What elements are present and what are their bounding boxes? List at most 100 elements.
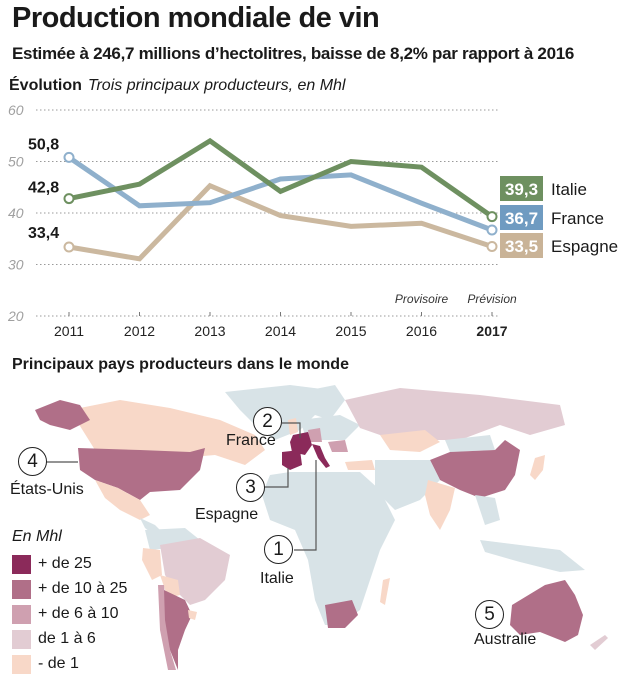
x-tick-label: 2013	[194, 323, 225, 339]
callout-line-spain	[263, 468, 289, 488]
y-tick-label: 40	[8, 205, 24, 221]
series-name-label: Espagne	[551, 237, 618, 256]
end-value-label: 33,5	[505, 237, 538, 256]
country-france	[290, 432, 312, 455]
series-name-label: Italie	[551, 180, 587, 199]
country-uk	[288, 418, 298, 435]
x-tick-label: 2012	[124, 323, 155, 339]
x-tick-label: 2014	[265, 323, 296, 339]
callout-label-spain: Espagne	[195, 506, 259, 523]
region-southeast-asia	[475, 495, 500, 525]
x-tick-label: 2015	[335, 323, 366, 339]
country-alaska	[35, 400, 90, 430]
start-value-label: 50,8	[28, 136, 59, 153]
end-marker	[486, 211, 498, 223]
region-indonesia	[480, 540, 585, 572]
start-marker	[63, 193, 75, 205]
series-name-label: France	[551, 209, 604, 228]
start-marker	[63, 241, 75, 253]
country-india	[425, 480, 455, 530]
legend-swatch	[12, 554, 31, 574]
start-marker	[63, 151, 75, 163]
legend-swatch	[12, 654, 31, 674]
region-africa	[262, 472, 395, 625]
y-tick-label: 20	[7, 308, 24, 324]
x-annotation: Provisoire	[395, 292, 449, 306]
country-japan	[530, 455, 545, 480]
map-legend: En Mhl + de 25 + de 10 à 25 + de 6 à 10 …	[12, 528, 127, 677]
callout-rank-australia: 5	[475, 600, 504, 629]
chart-heading-note: Trois principaux producteurs, en Mhl	[87, 77, 346, 94]
end-value-label: 36,7	[505, 209, 538, 228]
y-tick-label: 50	[8, 154, 24, 170]
chart-heading: Évolution Trois principaux producteurs, e…	[9, 77, 345, 95]
country-turkey	[345, 460, 375, 470]
x-tick-label: 2017	[476, 323, 507, 339]
country-russia	[345, 388, 565, 440]
country-australia	[510, 580, 583, 642]
y-tick-label: 60	[8, 102, 24, 118]
series-line-espagne	[68, 182, 493, 262]
callout-line-italy	[294, 460, 317, 551]
region-middle-east	[375, 460, 440, 510]
x-annotation: Prévision	[467, 292, 517, 306]
callout-rank-spain: 3	[236, 473, 265, 502]
country-usa	[78, 448, 205, 500]
series-line-italie	[68, 137, 494, 219]
legend-item: + de 25	[12, 552, 127, 576]
end-value-box	[500, 205, 543, 230]
legend-label: de 1 à 6	[38, 630, 96, 647]
legend-label: - de 1	[38, 655, 79, 672]
callout-line-france	[282, 422, 301, 438]
country-bolivia	[160, 575, 180, 598]
country-mexico	[95, 480, 150, 520]
line-chart: 20 30 40 50 60 2011 2012 2013 2014 2015 2016 2017 Pr…	[7, 102, 618, 339]
legend-swatch	[12, 579, 31, 599]
legend-item: - de 1	[12, 652, 127, 676]
country-spain	[282, 450, 302, 470]
x-tick-label: 2016	[406, 323, 437, 339]
country-canada	[70, 400, 265, 465]
legend-item: de 1 à 6	[12, 627, 127, 651]
country-germany	[308, 428, 322, 442]
callout-rank-usa: 4	[18, 447, 47, 476]
legend-swatch	[12, 629, 31, 649]
callout-rank-italy: 1	[264, 535, 293, 564]
legend-label: + de 6 à 10	[38, 605, 119, 622]
map-heading: Principaux pays producteurs dans le mond…	[12, 356, 349, 373]
end-marker	[486, 224, 498, 236]
country-peru	[142, 548, 162, 580]
legend-title: En Mhl	[12, 528, 62, 545]
callout-label-usa: États-Unis	[10, 481, 84, 498]
end-value-label: 39,3	[505, 180, 538, 199]
callout-label-australia: Australie	[474, 631, 537, 648]
page-subtitle: Estimée à 246,7 millions d’hectolitres, …	[12, 44, 575, 63]
country-mongolia	[445, 435, 495, 452]
end-value-box	[500, 233, 543, 258]
country-italy	[312, 444, 330, 468]
country-uruguay	[188, 610, 197, 620]
callout-rank-france: 2	[253, 407, 282, 436]
end-marker	[486, 240, 498, 252]
legend-item: + de 10 à 25	[12, 577, 127, 601]
legend-swatch	[12, 604, 31, 624]
region-south-america-north	[145, 528, 200, 550]
country-kazakhstan	[380, 430, 440, 452]
country-romania	[328, 440, 348, 452]
country-madagascar	[380, 578, 390, 605]
start-value-label: 42,8	[28, 180, 59, 197]
country-new-zealand	[590, 635, 608, 650]
page-title: Production mondiale de vin	[12, 2, 380, 34]
country-argentina	[164, 590, 192, 670]
region-scandinavia	[310, 385, 345, 420]
chart-heading-label: Évolution	[9, 77, 82, 94]
country-south-africa	[325, 600, 358, 628]
start-value-label: 33,4	[28, 225, 59, 242]
series-line-france	[67, 155, 493, 233]
legend-label: + de 10 à 25	[38, 580, 128, 597]
country-china	[430, 440, 520, 498]
y-tick-label: 30	[8, 257, 24, 273]
x-tick-label: 2011	[54, 323, 84, 339]
callout-label-france: France	[226, 432, 276, 449]
legend-item: + de 6 à 10	[12, 602, 127, 626]
